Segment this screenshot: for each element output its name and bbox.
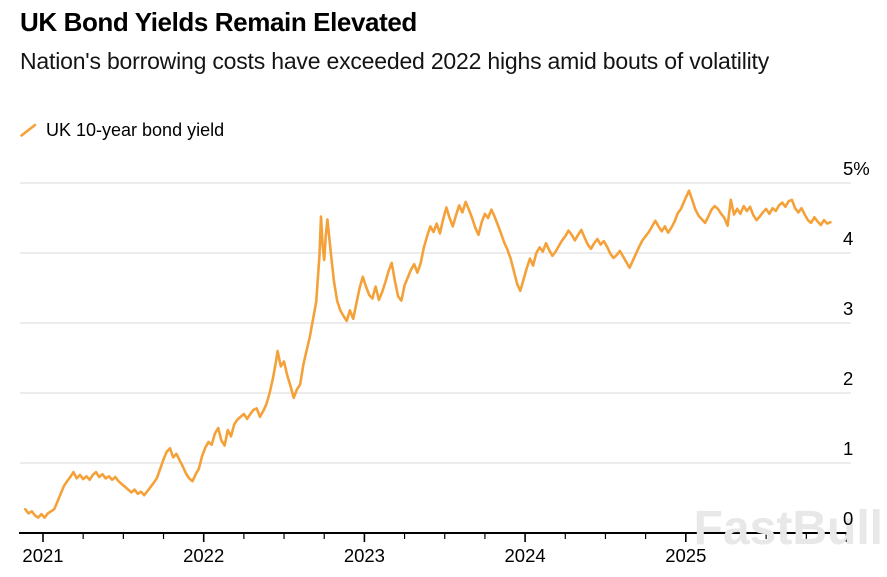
x-axis-labels: 2021 2022 2023 2024 2025	[22, 545, 706, 566]
y-axis-labels: 5% 4 3 2 1 0	[843, 158, 870, 529]
svg-text:2023: 2023	[344, 545, 385, 566]
svg-text:4: 4	[843, 228, 853, 249]
svg-text:2025: 2025	[665, 545, 706, 566]
svg-text:0: 0	[843, 508, 853, 529]
chart-subtitle: Nation's borrowing costs have exceeded 2…	[20, 48, 770, 74]
svg-text:2024: 2024	[505, 545, 546, 566]
x-axis	[19, 532, 852, 542]
gridlines	[20, 182, 851, 464]
legend-line-icon	[20, 123, 37, 137]
svg-text:1: 1	[843, 438, 853, 459]
svg-text:5%: 5%	[843, 158, 870, 179]
svg-text:2021: 2021	[22, 545, 63, 566]
legend-label: UK 10-year bond yield	[46, 120, 225, 140]
svg-text:2022: 2022	[183, 545, 224, 566]
watermark: FastBull	[694, 502, 883, 555]
page-title: UK Bond Yields Remain Elevated	[20, 7, 417, 37]
svg-text:3: 3	[843, 298, 853, 319]
yield-line-series	[23, 189, 832, 519]
svg-text:2: 2	[843, 368, 853, 389]
legend: UK 10-year bond yield	[20, 120, 224, 141]
